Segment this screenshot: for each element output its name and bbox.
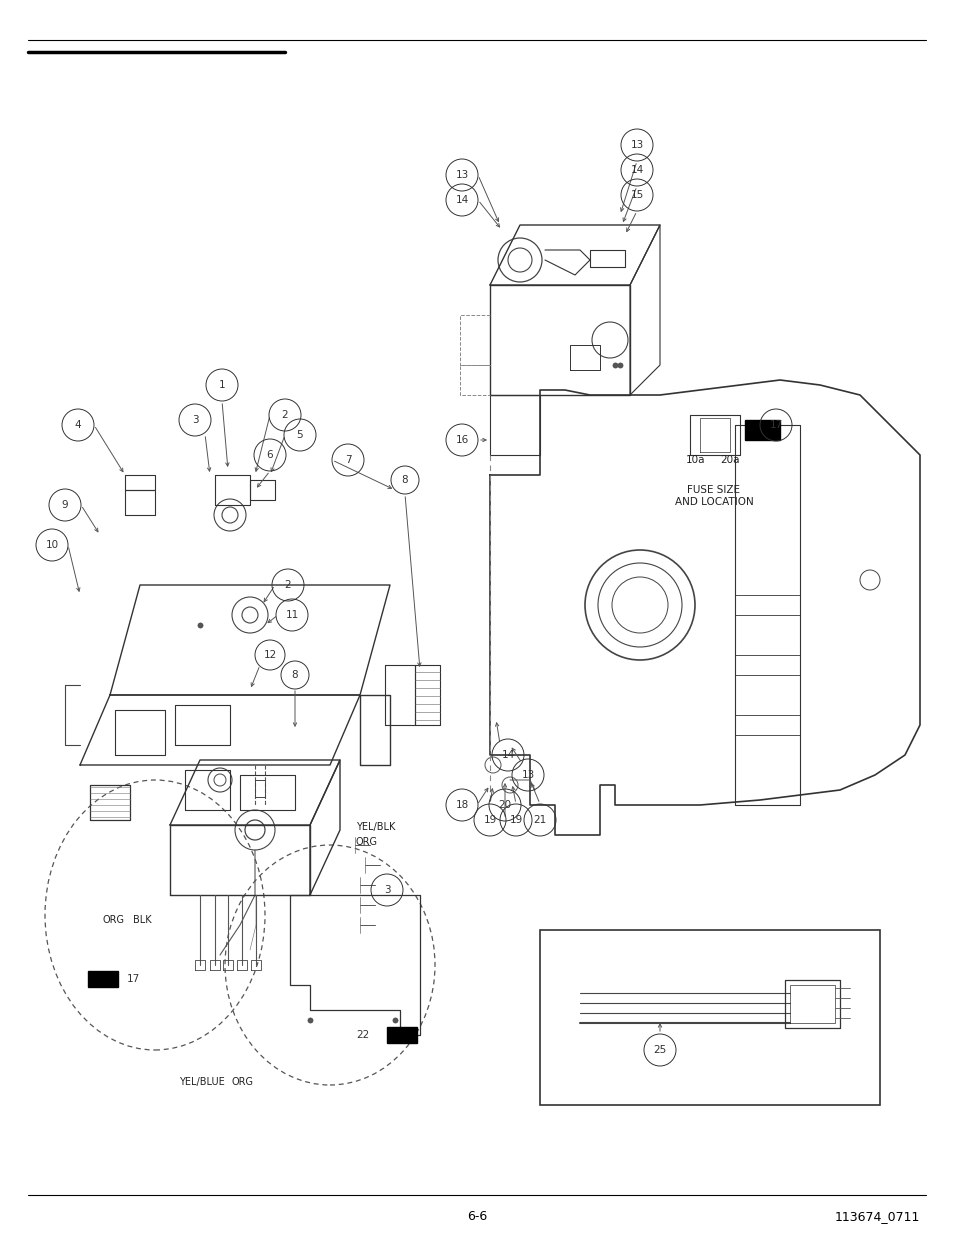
Text: 17: 17: [768, 420, 781, 430]
Text: 3: 3: [192, 415, 198, 425]
Text: 14: 14: [455, 195, 468, 205]
Text: 20a: 20a: [720, 454, 739, 466]
Text: 2: 2: [281, 410, 288, 420]
Text: 19: 19: [483, 815, 497, 825]
Text: 8: 8: [292, 671, 298, 680]
Text: 20: 20: [497, 800, 511, 810]
Text: FUSE SIZE
AND LOCATION: FUSE SIZE AND LOCATION: [674, 485, 753, 508]
Text: 5: 5: [296, 430, 303, 440]
Text: 7: 7: [344, 454, 351, 466]
Text: 25: 25: [653, 1045, 666, 1055]
Text: 22: 22: [356, 1030, 370, 1040]
Text: 13: 13: [521, 769, 534, 781]
Text: 12: 12: [263, 650, 276, 659]
Text: 16: 16: [455, 435, 468, 445]
Text: 3: 3: [383, 885, 390, 895]
Text: 13: 13: [455, 170, 468, 180]
Text: 10a: 10a: [685, 454, 705, 466]
Text: 18: 18: [455, 800, 468, 810]
Text: 113674_0711: 113674_0711: [834, 1210, 919, 1224]
Text: 14: 14: [501, 750, 514, 760]
Text: YEL/BLUE: YEL/BLUE: [179, 1077, 225, 1087]
Text: 8: 8: [401, 475, 408, 485]
Bar: [744, 420, 780, 440]
Text: 6: 6: [267, 450, 273, 459]
Text: 11: 11: [285, 610, 298, 620]
Text: ORG: ORG: [355, 837, 377, 847]
Text: 6-6: 6-6: [466, 1210, 487, 1224]
Text: 10: 10: [46, 540, 58, 550]
Bar: [88, 971, 118, 987]
Text: 19: 19: [509, 815, 522, 825]
Text: 15: 15: [630, 190, 643, 200]
Text: 14: 14: [630, 165, 643, 175]
Text: BLK: BLK: [132, 915, 152, 925]
Text: 17: 17: [127, 974, 140, 984]
Text: ORG: ORG: [232, 1077, 253, 1087]
Text: 1: 1: [218, 380, 225, 390]
Text: 13: 13: [630, 140, 643, 149]
Text: ORG: ORG: [103, 915, 125, 925]
Bar: [539, 930, 879, 1105]
Bar: [387, 1028, 416, 1044]
Text: 4: 4: [74, 420, 81, 430]
Text: 21: 21: [533, 815, 546, 825]
Text: YEL/BLK: YEL/BLK: [355, 823, 395, 832]
Text: 9: 9: [62, 500, 69, 510]
Text: 2: 2: [284, 580, 291, 590]
